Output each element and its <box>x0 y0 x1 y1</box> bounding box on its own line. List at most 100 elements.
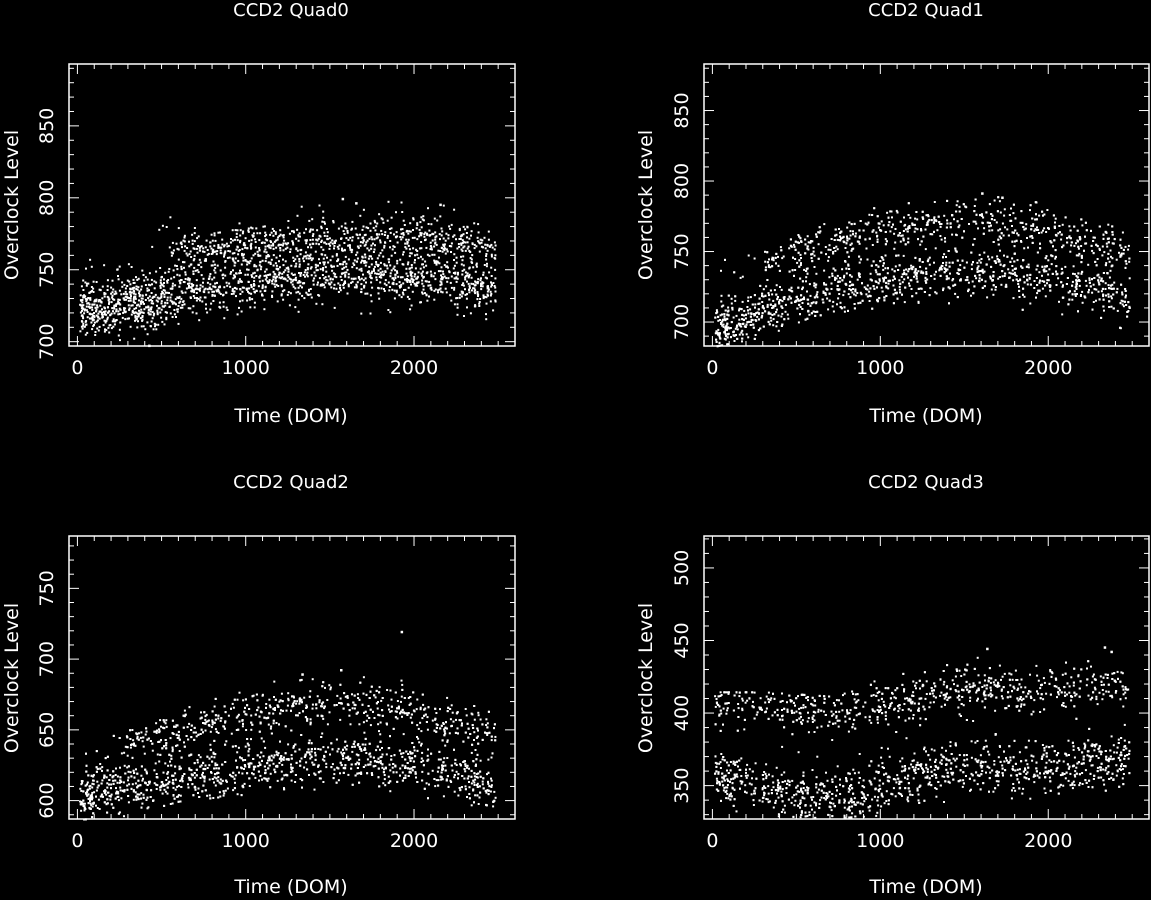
data-point <box>1052 214 1055 217</box>
data-point <box>487 294 489 297</box>
data-point <box>213 269 216 272</box>
data-point <box>840 237 842 240</box>
data-point <box>411 281 414 283</box>
data-point <box>1013 252 1016 255</box>
data-point <box>1102 272 1105 274</box>
data-point <box>89 290 92 293</box>
data-point <box>445 277 448 280</box>
data-point <box>882 264 885 267</box>
data-point <box>1029 273 1032 276</box>
data-point <box>80 304 83 307</box>
data-point <box>91 289 94 292</box>
data-point <box>1122 252 1125 255</box>
data-point <box>810 240 813 243</box>
data-point <box>420 272 423 275</box>
data-point <box>377 269 380 272</box>
data-point <box>1104 264 1107 267</box>
data-point <box>801 298 804 301</box>
data-point <box>747 309 749 312</box>
data-point <box>82 307 85 310</box>
data-point <box>1067 291 1070 294</box>
data-point <box>284 260 287 263</box>
data-point <box>905 268 908 271</box>
data-point <box>281 244 284 247</box>
data-point <box>839 231 842 234</box>
data-point <box>775 262 777 265</box>
data-point <box>366 239 369 242</box>
data-point <box>298 258 301 260</box>
data-point <box>903 301 906 304</box>
data-point <box>434 260 436 263</box>
data-point <box>741 333 744 336</box>
data-point <box>249 306 252 309</box>
data-point <box>413 236 416 239</box>
data-point <box>453 288 456 291</box>
data-point <box>1075 281 1078 284</box>
data-point <box>300 272 303 274</box>
data-point <box>137 303 140 306</box>
data-point <box>205 239 208 242</box>
data-point <box>726 326 729 329</box>
data-point <box>339 287 341 290</box>
data-point <box>208 287 211 290</box>
data-point <box>920 271 923 274</box>
data-point <box>110 301 113 304</box>
data-point <box>124 307 127 310</box>
data-point <box>126 296 129 299</box>
data-point <box>904 228 907 231</box>
data-point <box>790 286 793 289</box>
data-point <box>292 256 295 259</box>
data-point <box>168 268 171 270</box>
data-point <box>1018 289 1021 292</box>
data-point <box>342 261 345 264</box>
data-point <box>89 258 92 261</box>
data-point <box>383 264 386 267</box>
data-point <box>419 231 422 234</box>
data-point <box>307 294 310 296</box>
data-point <box>357 237 360 240</box>
data-point <box>997 196 1000 199</box>
data-point <box>460 243 463 246</box>
data-point <box>893 288 896 291</box>
data-point <box>356 260 358 263</box>
data-point <box>419 267 422 270</box>
data-point <box>246 247 249 250</box>
data-point <box>1012 297 1015 300</box>
data-point <box>420 241 423 243</box>
data-point <box>724 258 726 261</box>
data-point <box>772 324 775 327</box>
data-point <box>470 289 473 292</box>
data-point <box>197 263 200 266</box>
chart-title: CCD2 Quad2 <box>233 472 349 493</box>
data-point <box>1023 281 1026 284</box>
data-point <box>384 231 387 234</box>
data-point <box>955 204 958 207</box>
data-point <box>483 236 486 239</box>
data-point <box>464 276 467 279</box>
data-point <box>405 279 408 282</box>
data-point <box>420 255 422 258</box>
data-point <box>443 245 446 248</box>
data-point <box>232 269 234 272</box>
data-point <box>784 303 787 306</box>
data-point <box>161 284 164 287</box>
data-point <box>848 284 851 287</box>
data-point <box>1041 210 1044 213</box>
data-point <box>153 322 156 325</box>
data-point <box>1075 279 1078 282</box>
data-point <box>299 274 302 277</box>
data-point <box>939 225 942 228</box>
data-point <box>1023 295 1026 298</box>
data-point <box>456 306 459 309</box>
data-point <box>982 216 985 219</box>
data-point <box>461 269 464 272</box>
data-point <box>715 338 718 341</box>
data-point <box>1012 212 1015 215</box>
data-point <box>153 312 156 315</box>
data-point <box>404 278 406 281</box>
data-point <box>139 302 142 305</box>
data-point <box>487 230 490 233</box>
data-point <box>406 275 409 278</box>
data-point <box>891 268 894 271</box>
data-point <box>1014 240 1016 243</box>
